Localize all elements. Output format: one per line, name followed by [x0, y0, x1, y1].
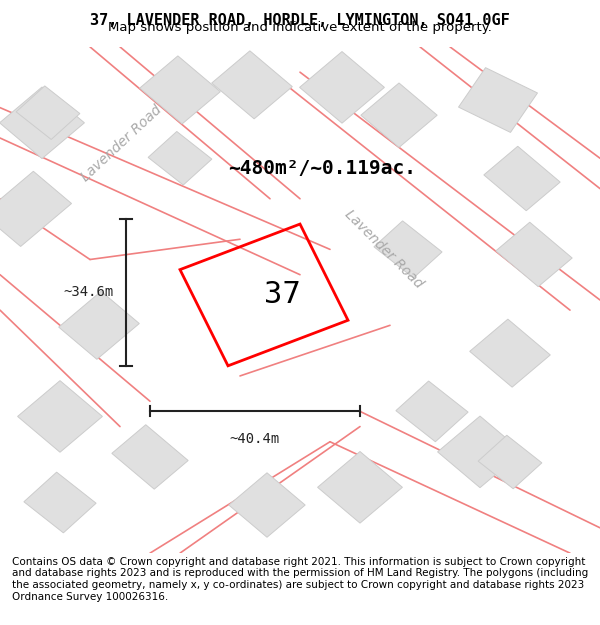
Text: 37, LAVENDER ROAD, HORDLE, LYMINGTON, SO41 0GF: 37, LAVENDER ROAD, HORDLE, LYMINGTON, SO… [90, 13, 510, 28]
Text: ~480m²/~0.119ac.: ~480m²/~0.119ac. [228, 159, 416, 178]
Text: Map shows position and indicative extent of the property.: Map shows position and indicative extent… [108, 21, 492, 34]
Polygon shape [470, 319, 550, 387]
Polygon shape [458, 68, 538, 132]
Polygon shape [0, 171, 71, 246]
Polygon shape [496, 222, 572, 287]
Polygon shape [16, 86, 80, 139]
Polygon shape [317, 451, 403, 523]
Polygon shape [374, 221, 442, 278]
Polygon shape [17, 381, 103, 452]
Text: 37: 37 [263, 281, 301, 309]
Polygon shape [59, 291, 139, 359]
Polygon shape [140, 56, 220, 124]
Polygon shape [396, 381, 468, 442]
Text: Lavender Road: Lavender Road [78, 102, 164, 184]
Text: ~34.6m: ~34.6m [64, 286, 114, 299]
Polygon shape [212, 51, 292, 119]
Polygon shape [484, 146, 560, 211]
Polygon shape [148, 131, 212, 185]
Polygon shape [478, 435, 542, 489]
Polygon shape [229, 473, 305, 538]
Polygon shape [299, 52, 385, 123]
Text: Contains OS data © Crown copyright and database right 2021. This information is : Contains OS data © Crown copyright and d… [12, 557, 588, 601]
Polygon shape [361, 83, 437, 148]
Polygon shape [112, 425, 188, 489]
Text: Lavender Road: Lavender Road [342, 208, 426, 291]
Polygon shape [437, 416, 523, 488]
Text: ~40.4m: ~40.4m [230, 432, 280, 446]
Polygon shape [0, 87, 85, 159]
Polygon shape [24, 472, 96, 533]
